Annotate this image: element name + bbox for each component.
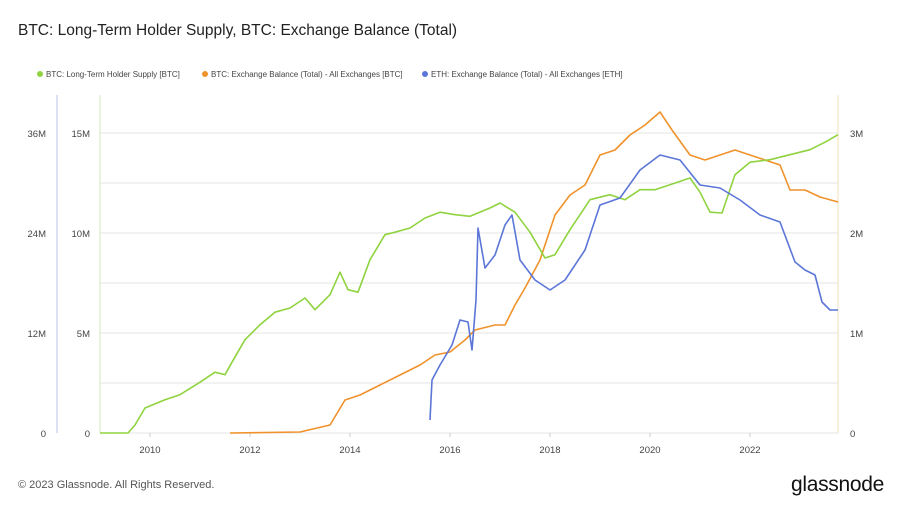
y-tick-right: 1M: [850, 329, 863, 340]
x-tick-label: 2020: [639, 445, 660, 456]
y-tick-left-inner: 5M: [77, 329, 90, 340]
chart-title: BTC: Long-Term Holder Supply, BTC: Excha…: [18, 22, 458, 39]
gridlines: [100, 132, 838, 434]
y-tick-left-outer: 36M: [28, 129, 47, 140]
series-line-1: [229, 111, 839, 434]
x-tick-label: 2022: [739, 445, 760, 456]
y-tick-left-outer: 24M: [28, 229, 47, 240]
y-tick-right: 0: [850, 429, 855, 440]
x-tick-label: 2016: [439, 445, 460, 456]
x-tick-label: 2010: [139, 445, 160, 456]
y-tick-left-outer: 12M: [28, 329, 47, 340]
legend-marker: [422, 71, 428, 77]
y-tick-left-inner: 15M: [72, 129, 91, 140]
legend-label: BTC: Long-Term Holder Supply [BTC]: [46, 70, 180, 79]
x-tick-label: 2018: [539, 445, 560, 456]
legend: BTC: Long-Term Holder Supply [BTC] BTC: E…: [37, 70, 623, 79]
y-tick-right: 3M: [850, 129, 863, 140]
y-tick-left-outer: 0: [41, 429, 46, 440]
legend-marker: [37, 71, 43, 77]
axis-ticks: 0 12M 24M 36M 0 5M 10M 15M 0 1M 2M 3M 2010 2012 2014 20…: [28, 129, 864, 456]
legend-label: BTC: Exchange Balance (Total) - All Exch…: [211, 70, 403, 79]
y-tick-right: 2M: [850, 229, 863, 240]
x-tick-label: 2014: [339, 445, 360, 456]
series-lines: [100, 111, 839, 434]
legend-label: ETH: Exchange Balance (Total) - All Exch…: [431, 70, 623, 79]
y-tick-left-inner: 10M: [72, 229, 91, 240]
glassnode-logo: glassnode: [790, 473, 884, 496]
series-line-0: [100, 134, 839, 434]
legend-marker: [202, 71, 208, 77]
y-tick-left-inner: 0: [85, 429, 90, 440]
x-tick-label: 2012: [239, 445, 260, 456]
series-line-2: [429, 154, 838, 421]
copyright: © 2023 Glassnode. All Rights Reserved.: [18, 479, 215, 491]
